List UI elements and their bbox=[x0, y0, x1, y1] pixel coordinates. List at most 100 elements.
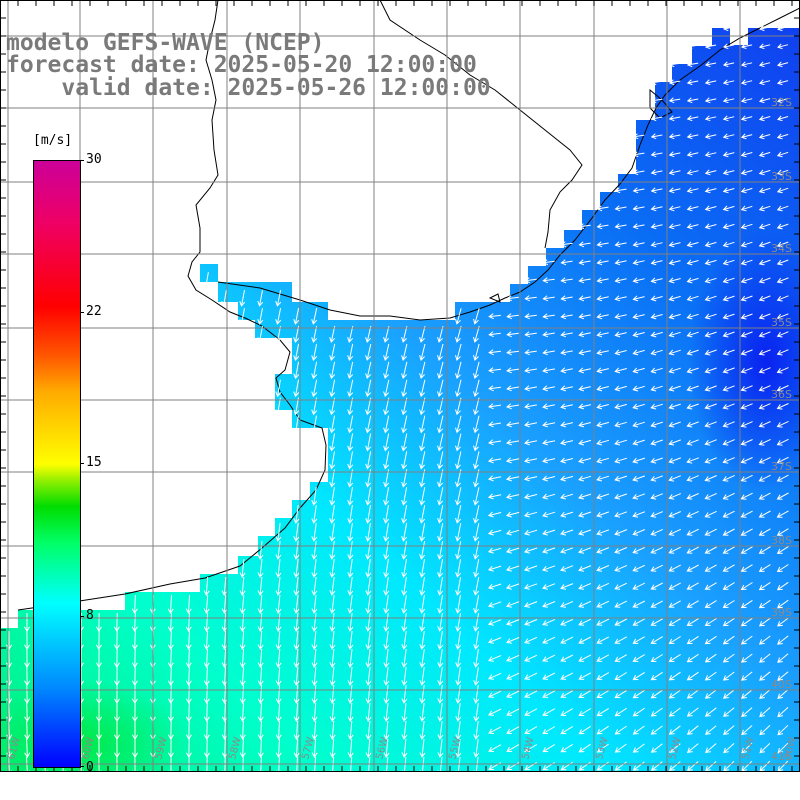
wind-arrow bbox=[383, 361, 390, 380]
wind-arrow bbox=[704, 43, 717, 50]
wind-arrow bbox=[473, 308, 480, 325]
wind-arrow bbox=[596, 636, 610, 644]
wind-arrow bbox=[329, 361, 336, 380]
wind-arrow bbox=[704, 653, 717, 663]
wind-arrow bbox=[578, 439, 592, 446]
wind-arrow bbox=[650, 725, 663, 735]
wind-arrow bbox=[401, 649, 408, 668]
wind-arrow bbox=[473, 739, 480, 758]
wind-arrow bbox=[506, 619, 520, 626]
wind-arrow bbox=[437, 361, 444, 380]
wind-arrow bbox=[704, 564, 717, 572]
wind-arrow bbox=[740, 259, 753, 266]
wind-arrow bbox=[614, 511, 628, 518]
wind-arrow bbox=[523, 475, 538, 482]
wind-arrow bbox=[776, 241, 789, 248]
wind-arrow bbox=[419, 559, 426, 578]
wind-arrow bbox=[293, 541, 300, 560]
wind-arrow bbox=[185, 630, 192, 650]
wind-arrow bbox=[650, 439, 663, 446]
wind-arrow bbox=[614, 564, 628, 572]
wind-arrow bbox=[668, 403, 681, 410]
wind-arrow bbox=[383, 541, 390, 560]
wind-arrow bbox=[596, 654, 610, 662]
wind-arrow bbox=[542, 690, 556, 698]
wind-arrow bbox=[759, 707, 771, 718]
wind-arrow bbox=[506, 744, 520, 752]
wind-arrow bbox=[686, 421, 699, 428]
lat-label: 36S bbox=[771, 388, 792, 401]
wind-arrow bbox=[473, 667, 480, 686]
wind-arrow bbox=[506, 690, 520, 698]
wind-arrow bbox=[347, 720, 354, 740]
wind-arrow bbox=[596, 547, 610, 554]
wind-arrow bbox=[560, 547, 574, 554]
wind-arrow bbox=[383, 343, 390, 361]
wind-arrow bbox=[596, 313, 609, 320]
wind-arrow bbox=[542, 743, 556, 753]
wind-arrow bbox=[329, 487, 336, 506]
wind-arrow bbox=[419, 415, 426, 434]
wind-arrow bbox=[473, 649, 480, 668]
wind-arrow bbox=[632, 151, 645, 158]
wind-arrow bbox=[419, 739, 426, 758]
wind-arrow bbox=[632, 439, 645, 446]
wind-arrow bbox=[686, 743, 699, 754]
wind-arrow bbox=[758, 259, 771, 266]
wind-arrow bbox=[668, 241, 681, 248]
wind-arrow bbox=[455, 325, 462, 343]
wind-arrow bbox=[275, 630, 282, 650]
wind-arrow bbox=[632, 367, 645, 374]
wind-arrow bbox=[383, 325, 390, 343]
wind-arrow bbox=[758, 61, 771, 68]
wind-arrow bbox=[542, 475, 556, 482]
wind-arrow bbox=[221, 594, 228, 614]
wind-arrow bbox=[560, 313, 573, 320]
wind-arrow bbox=[221, 720, 228, 740]
wind-arrow bbox=[347, 559, 354, 578]
wind-arrow bbox=[704, 546, 717, 554]
wind-arrow bbox=[596, 707, 609, 717]
wind-arrow bbox=[221, 648, 228, 668]
wind-arrow bbox=[419, 379, 426, 398]
wind-arrow bbox=[293, 505, 300, 524]
wind-arrow bbox=[632, 671, 645, 681]
wind-arrow bbox=[257, 290, 264, 307]
wind-arrow bbox=[632, 493, 646, 500]
wind-arrow bbox=[686, 493, 699, 500]
wind-arrow bbox=[203, 272, 210, 289]
wind-arrow bbox=[596, 241, 609, 248]
wind-arrow bbox=[365, 720, 372, 740]
wind-arrow bbox=[293, 612, 300, 632]
wind-arrow bbox=[722, 313, 735, 320]
wind-arrow bbox=[487, 511, 502, 518]
lat-label: 39S bbox=[771, 606, 792, 619]
wind-arrow bbox=[488, 672, 502, 680]
wind-arrow bbox=[239, 630, 246, 650]
wind-arrow bbox=[275, 325, 282, 343]
wind-arrow bbox=[419, 577, 426, 596]
wind-arrow bbox=[722, 277, 735, 284]
wind-arrow bbox=[506, 421, 520, 428]
wind-arrow bbox=[722, 510, 735, 518]
wind-arrow bbox=[24, 702, 31, 722]
wind-arrow bbox=[758, 617, 771, 627]
wind-arrow bbox=[185, 612, 192, 632]
wind-arrow bbox=[560, 690, 574, 698]
wind-arrow bbox=[455, 559, 462, 578]
wind-arrow bbox=[758, 349, 771, 356]
wind-arrow bbox=[473, 433, 480, 452]
wind-arrow bbox=[722, 546, 735, 554]
lat-label: 34S bbox=[771, 242, 792, 255]
wind-arrow bbox=[650, 79, 663, 86]
wind-arrow bbox=[473, 631, 480, 650]
wind-arrow bbox=[401, 613, 408, 632]
wind-arrow bbox=[705, 761, 717, 772]
wind-arrow bbox=[347, 649, 354, 668]
wind-arrow bbox=[542, 636, 556, 644]
wind-arrow bbox=[473, 703, 480, 722]
wind-arrow bbox=[776, 581, 789, 591]
wind-arrow bbox=[686, 635, 699, 645]
wind-arrow bbox=[776, 259, 789, 266]
wind-arrow bbox=[704, 475, 717, 482]
